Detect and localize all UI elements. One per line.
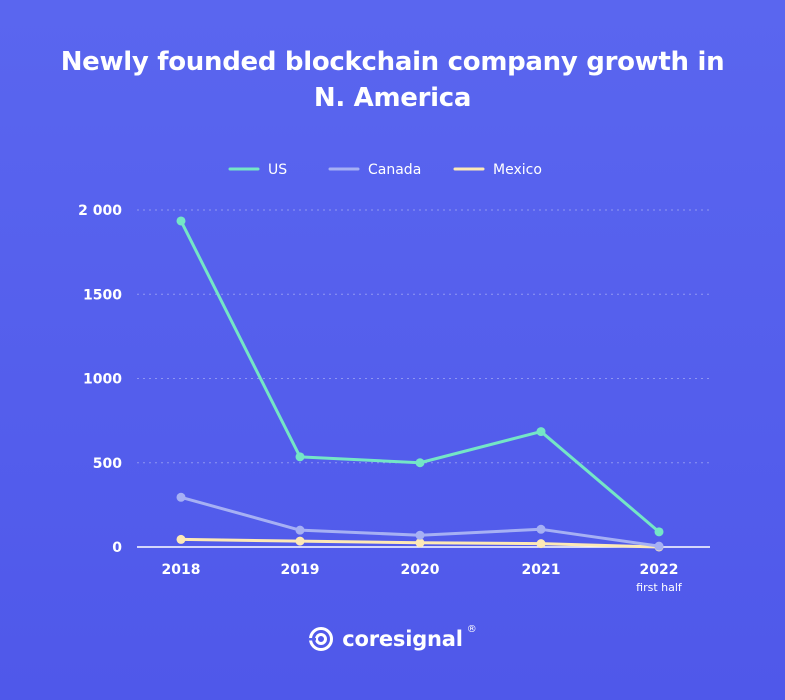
data-point-mexico (176, 534, 186, 544)
chart-legend: US Canada Mexico (228, 162, 542, 178)
chart-title-line-2: N. America (313, 83, 472, 113)
x-tick-label: 2020 (401, 562, 440, 578)
data-point-mexico (536, 539, 546, 549)
data-point-us (295, 452, 305, 462)
y-tick-label: 1000 (83, 372, 122, 388)
data-point-us (415, 458, 425, 468)
y-tick-label: 500 (93, 456, 122, 472)
y-axis: 0 500 1000 1500 2 000 (78, 203, 122, 556)
x-tick-label: 2019 (281, 562, 320, 578)
coresignal-logo-icon (308, 627, 334, 651)
brand-footer: coresignal ® (0, 624, 785, 652)
legend-label-mexico: Mexico (493, 162, 542, 178)
data-point-mexico (295, 536, 305, 546)
data-point-canada (415, 530, 425, 540)
data-point-canada (536, 524, 546, 534)
y-tick-label: 0 (112, 540, 122, 556)
registered-mark: ® (466, 624, 477, 635)
brand-name: coresignal (342, 627, 463, 651)
legend-label-canada: Canada (368, 162, 421, 178)
x-axis: 2018 2019 2020 2021 2022 first half (137, 546, 710, 594)
chart-title-line-1: Newly founded blockchain company growth … (60, 47, 725, 77)
legend-label-us: US (268, 162, 287, 178)
series-line-us (179, 219, 661, 534)
brand-logo: coresignal ® (308, 624, 477, 652)
chart-series (176, 216, 664, 552)
data-point-mexico (415, 538, 425, 548)
data-point-canada (654, 541, 664, 551)
x-tick-label: 2022 (640, 562, 679, 578)
y-tick-label: 1500 (83, 287, 122, 303)
line-chart: 0 500 1000 1500 2 000 2018 2019 2020 2021 2022 fi… (78, 162, 710, 594)
data-point-canada (176, 492, 186, 502)
x-tick-label: 2018 (162, 562, 201, 578)
data-point-us (536, 427, 546, 437)
chart-grid (137, 209, 710, 464)
data-point-canada (295, 525, 305, 535)
chart-title: Newly founded blockchain company growth … (0, 44, 785, 116)
y-tick-label: 2 000 (78, 203, 122, 219)
x-tick-sublabel: first half (636, 581, 683, 594)
data-point-us (176, 216, 186, 226)
data-point-us (654, 527, 664, 537)
x-tick-label: 2021 (522, 562, 561, 578)
